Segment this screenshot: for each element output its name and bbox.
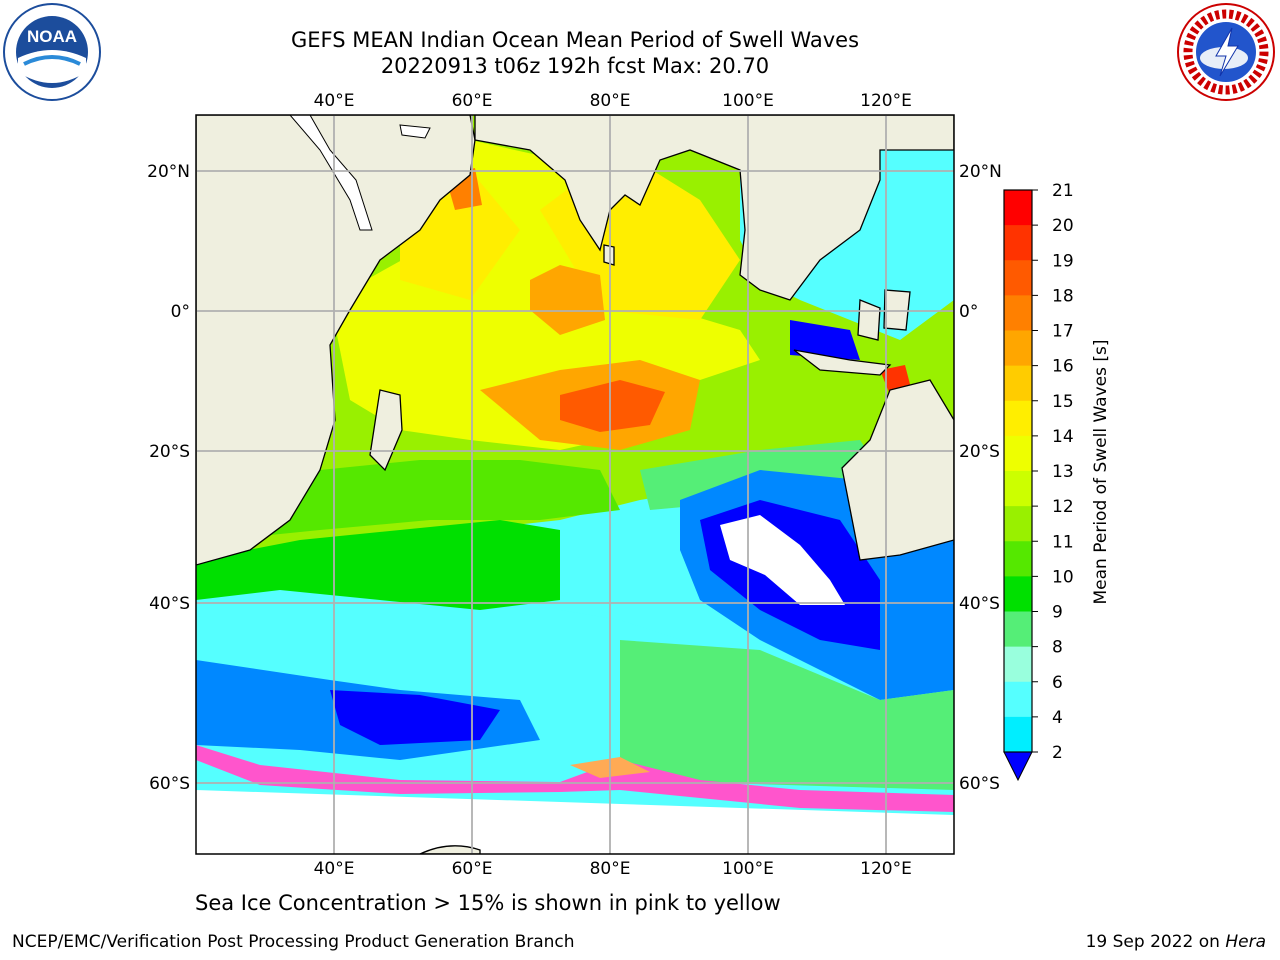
colorbar-tick-label: 4 xyxy=(1052,708,1063,728)
chart-title: GEFS MEAN Indian Ocean Mean Period of Sw… xyxy=(290,28,860,52)
colorbar-segment xyxy=(1004,190,1032,226)
colorbar-extension xyxy=(1003,751,1033,782)
lat-label: 20°N xyxy=(959,162,1002,182)
colorbar-tick-label: 14 xyxy=(1052,427,1074,447)
colorbar-tick-label: 11 xyxy=(1052,532,1074,552)
map-frame xyxy=(195,114,955,855)
lon-label: 120°E xyxy=(860,91,912,111)
colorbar-segment xyxy=(1004,506,1032,542)
colorbar-tick-label: 21 xyxy=(1052,181,1074,201)
colorbar-tick-label: 8 xyxy=(1052,638,1063,658)
colorbar-segment xyxy=(1004,576,1032,612)
land xyxy=(196,115,954,854)
colorbar-segment xyxy=(1004,295,1032,331)
lat-label: 0° xyxy=(959,302,978,322)
lon-label: 40°E xyxy=(314,91,355,111)
lat-label: 0° xyxy=(171,302,190,322)
colorbar: 21 20 19 18 17 16 15 14 13 12 11 10 9 8 6 4 2 xyxy=(1003,181,1074,782)
lon-label: 100°E xyxy=(722,91,774,111)
noaa-logo-icon: NOAA xyxy=(3,3,101,101)
colorbar-tick-label: 6 xyxy=(1052,673,1063,693)
colorbar-segment xyxy=(1004,681,1032,718)
colorbar-segment xyxy=(1004,541,1032,577)
colorbar-tick-label: 10 xyxy=(1052,567,1074,587)
lon-label: 80°E xyxy=(590,91,631,111)
noaa-logo-text: NOAA xyxy=(27,27,77,46)
lon-label: 80°E xyxy=(590,859,631,879)
nws-logo-icon xyxy=(1177,3,1275,101)
colorbar-tick-label: 20 xyxy=(1052,216,1074,236)
colorbar-segment xyxy=(1004,435,1032,472)
colorbar-segment xyxy=(1004,260,1032,296)
colorbar-segment xyxy=(1004,400,1032,437)
colorbar-segment xyxy=(1004,716,1032,753)
colorbar-tick-label: 12 xyxy=(1052,497,1074,517)
lat-label: 40°S xyxy=(149,594,190,614)
colorbar-tick-label: 19 xyxy=(1052,251,1074,271)
credit-left: NCEP/EMC/Verification Post Processing Pr… xyxy=(12,932,575,952)
credit-right: 19 Sep 2022 on Hera xyxy=(1086,932,1266,952)
colorbar-segment xyxy=(1004,330,1032,367)
lon-label: 60°E xyxy=(452,91,493,111)
colorbar-segment xyxy=(1004,365,1032,402)
lat-label: 60°S xyxy=(149,774,190,794)
lat-label: 20°N xyxy=(147,162,190,182)
lon-label: 40°E xyxy=(314,859,355,879)
credit-machine: Hera xyxy=(1225,932,1266,952)
colorbar-label: Mean Period of Swell Waves [s] xyxy=(1091,340,1111,605)
lat-label: 60°S xyxy=(959,774,1000,794)
colorbar-tick-label: 13 xyxy=(1052,462,1074,482)
colorbar-tick-label: 17 xyxy=(1052,322,1074,342)
colorbar-tick-label: 2 xyxy=(1052,743,1063,763)
lon-label: 120°E xyxy=(860,859,912,879)
graticule xyxy=(196,115,954,854)
lon-label: 100°E xyxy=(722,859,774,879)
credit-date: 19 Sep 2022 on xyxy=(1085,932,1226,952)
chart-subtitle: 20220913 t06z 192h fcst Max: 20.70 xyxy=(380,54,770,78)
colorbar-tick-label: 9 xyxy=(1052,603,1063,623)
colorbar-segment xyxy=(1004,471,1032,507)
lat-label: 20°S xyxy=(149,442,190,462)
colorbar-tick-label: 16 xyxy=(1052,357,1074,377)
colorbar-segment xyxy=(1004,611,1032,648)
colorbar-segment xyxy=(1004,646,1032,683)
lat-label: 20°S xyxy=(959,442,1000,462)
lat-label: 40°S xyxy=(959,594,1000,614)
colorbar-tick-label: 18 xyxy=(1052,286,1074,306)
lon-label: 60°E xyxy=(452,859,493,879)
colorbar-segment xyxy=(1004,225,1032,261)
sea-ice-caption: Sea Ice Concentration > 15% is shown in … xyxy=(195,891,781,915)
colorbar-tick-label: 15 xyxy=(1052,392,1074,412)
